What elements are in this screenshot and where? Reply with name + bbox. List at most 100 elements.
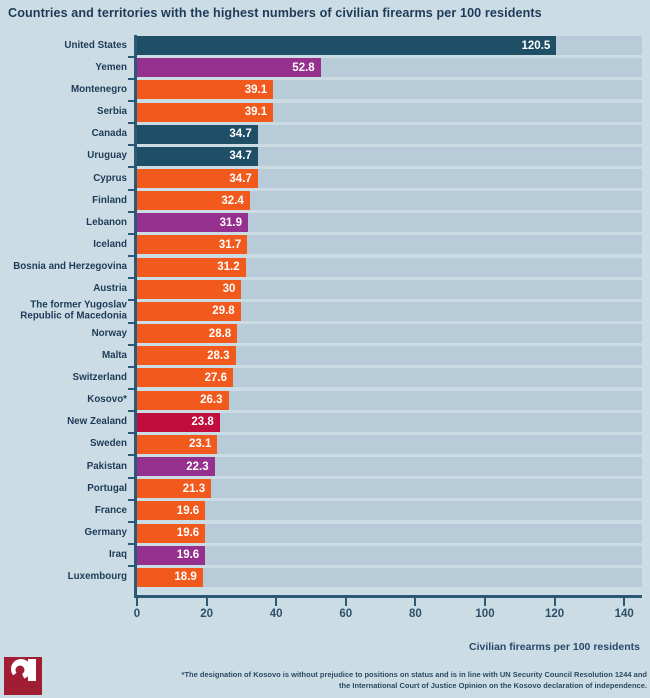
x-axis-tick-label: 100 [475,608,495,620]
x-axis-tick-label: 60 [339,608,353,620]
bar-row: Serbia 39.1 [97,102,642,122]
y-axis-tick [128,565,134,568]
bar-value-label: 28.8 [208,327,232,340]
y-axis-tick [128,277,134,280]
y-axis-tick [128,454,134,457]
bar-value-label: 19.6 [176,549,200,562]
bar-value-label: 22.3 [186,460,209,473]
bar-value-label: 32.4 [221,194,244,207]
bar-row: The former Yugoslav Republic of Macedoni… [20,300,642,321]
country-label: Kosovo* [87,393,127,405]
country-label: Lebanon [86,216,127,228]
bar-value-label: 19.6 [176,527,200,539]
bar-row: Iraq 19.6 [109,545,642,565]
bar-value-label: 19.6 [176,504,200,517]
y-axis-tick [128,388,134,390]
footnote-line-1: *The designation of Kosovo is without pr… [181,670,647,679]
y-axis-tick [128,188,134,191]
bar-row: Finland 32.4 [92,191,642,211]
bar: 28.8 [137,324,238,344]
x-axis-tick [275,598,278,606]
y-axis-tick [128,144,134,147]
country-label: Cyprus [93,172,127,184]
bar: 28.3 [137,346,236,366]
bar: 34.7 [137,146,258,166]
bar-row: Yemen 52.8 [95,58,642,78]
bar: 27.6 [137,368,233,388]
bar-value-label: 27.6 [204,371,227,384]
country-label: New Zealand [67,415,127,427]
bar-row: Canada 34.7 [92,124,642,144]
x-axis-tick [205,598,208,606]
bar-value-label: 52.8 [292,61,315,74]
bar-row: Malta 28.3 [102,346,642,366]
bar-row: Luxembourg 18.9 [68,567,642,587]
y-axis-tick [128,299,134,302]
bar-row: Austria 30 [93,279,642,299]
country-label: Germany [84,526,127,538]
country-label: Iceland [93,238,127,250]
bar-value-label: 23.1 [189,438,212,451]
x-axis-label: Civilian firearms per 100 residents [469,641,640,653]
bar: 26.3 [137,390,229,410]
bar-value-label: 18.9 [174,571,197,584]
brand-logo [4,657,42,695]
bar: 52.8 [137,58,321,78]
bar-row: Sweden 23.1 [90,434,642,454]
country-label: Finland [92,194,127,206]
bar-value-label: 26.3 [200,394,223,407]
country-label: United States [64,39,127,51]
y-axis-tick [128,520,134,523]
bar: 29.8 [137,301,241,321]
bar-row: Portugal 21.3 [87,479,642,499]
bar: 120.5 [137,36,557,55]
bar: 32.4 [137,191,250,211]
footnote: *The designation of Kosovo is without pr… [182,669,647,691]
y-axis-tick [128,166,134,169]
bar-value-label: 39.1 [244,106,268,118]
y-axis-tick [128,476,134,479]
x-axis-tick-label: 0 [133,608,141,620]
country-label: Sweden [89,438,127,450]
y-axis-tick [128,122,134,124]
bar-row: Uruguay 34.7 [87,146,642,166]
country-label: Austria [93,283,127,295]
x-axis-tick [344,598,347,606]
bar-row: Norway 28.8 [92,324,642,344]
y-axis-tick [128,543,134,546]
x-axis-tick-label: 40 [269,608,283,620]
bar: 19.6 [137,523,206,543]
bar-value-label: 34.7 [229,172,252,185]
country-label: Yemen [95,61,127,73]
x-axis-tick [484,598,486,606]
country-label: Montenegro [70,83,127,95]
bar-row: Switzerland 27.6 [73,368,642,388]
y-axis-tick [128,55,134,58]
x-axis-tick-label: 120 [545,608,565,620]
bar-row: Germany 19.6 [85,523,642,543]
bar-value-label: 23.8 [191,416,214,429]
bar-value-label: 28.3 [207,349,230,362]
bar: 30 [137,279,242,299]
x-axis-tick [553,598,556,606]
country-label: Portugal [87,482,127,494]
bar: 23.1 [137,434,218,454]
x-axis-tick [623,598,626,606]
chart-title: Countries and territories with the highe… [8,6,542,20]
y-axis-tick [128,432,134,435]
bar-value-label: 34.7 [229,150,252,163]
bar: 34.7 [137,169,258,188]
y-axis-tick [128,99,134,102]
bar: 31.2 [137,257,246,277]
x-axis-tick-label: 20 [200,608,213,620]
x-axis-tick [414,598,417,606]
bar-value-label: 120.5 [521,39,551,52]
brand-logo-glyph [4,657,42,695]
bar: 18.9 [137,567,203,587]
country-label: France [94,504,127,516]
footnote-line-2: the International Court of Justice Opini… [339,681,647,690]
y-axis-tick [128,255,134,257]
x-axis-tick-label: 80 [408,608,422,620]
bar-value-label: 30 [222,283,236,296]
